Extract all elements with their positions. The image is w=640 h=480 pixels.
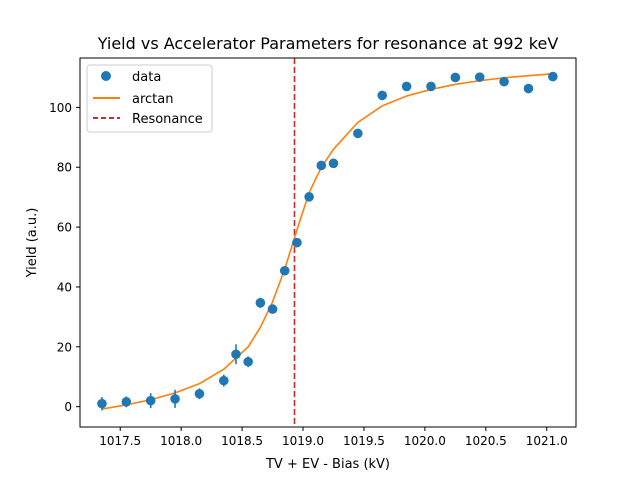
data-point [97,398,107,409]
legend: data arctan Resonance [86,64,213,133]
data-point [548,71,558,82]
y-tick-label: 40 [57,280,72,294]
y-tick-label: 100 [49,101,72,115]
y-tick-label: 20 [57,340,72,354]
plot-frame [79,57,577,428]
data-point [194,388,205,399]
x-tick-label: 1021.0 [526,434,568,448]
data-points-layer [97,71,558,411]
legend-box [86,64,213,133]
y-axis-label: Yield (a.u.) [25,208,40,279]
data-point [121,397,132,407]
data-point [328,158,339,169]
data-point [316,160,327,171]
plot-area: 1017.5 1018.0 1018.5 1019.0 1019.5 1020.0 1020… [49,57,577,448]
x-tick-label: 1019.0 [282,434,324,448]
data-point [450,72,461,83]
x-tick-label: 1019.5 [343,434,385,448]
data-point [377,90,388,101]
data-point [145,395,156,406]
data-point [170,394,180,404]
y-axis-ticks: 0 20 40 60 80 100 [49,101,80,414]
x-tick-label: 1020.5 [465,434,507,448]
legend-label-arctan: arctan [132,92,173,107]
data-point [401,81,412,92]
data-point [231,349,241,360]
data-point [474,72,485,82]
y-tick-label: 0 [64,400,72,414]
data-point [255,298,266,308]
data-point [426,81,436,92]
x-tick-label: 1017.5 [99,434,141,448]
x-tick-label: 1018.5 [221,434,263,448]
data-point [304,192,314,202]
legend-label-data: data [132,70,161,85]
data-point [243,356,253,367]
x-axis-ticks: 1017.5 1018.0 1018.5 1019.0 1019.5 1020.0 1020… [99,427,568,448]
y-tick-label: 60 [57,221,72,235]
legend-label-resonance: Resonance [132,112,203,127]
x-tick-label: 1020.0 [404,434,446,448]
data-point [219,375,229,386]
data-point [523,83,534,94]
chart-title: Yield vs Accelerator Parameters for reso… [97,34,559,53]
data-point [499,76,509,87]
data-point [292,237,302,248]
x-axis-label: TV + EV - Bias (kV) [265,457,390,472]
data-point [353,128,363,139]
legend-marker-data [101,71,111,81]
data-point [267,304,278,314]
x-tick-label: 1018.0 [160,434,202,448]
data-point [279,265,290,276]
y-tick-label: 80 [57,161,72,175]
